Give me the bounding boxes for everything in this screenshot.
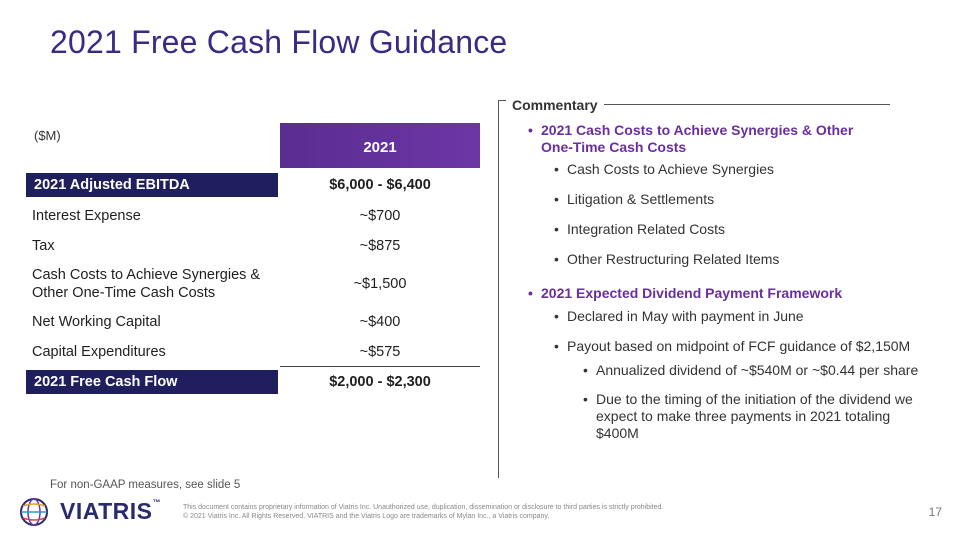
- table-row: 2021 Free Cash Flow $2,000 - $2,300: [26, 370, 480, 394]
- bullet-icon: •: [583, 391, 588, 407]
- bullet-icon: •: [554, 161, 559, 177]
- row-value: ~$1,500: [353, 276, 407, 292]
- list-item: • Litigation & Settlements: [554, 191, 715, 208]
- row-label: Net Working Capital: [32, 314, 161, 330]
- item-text: Litigation & Settlements: [567, 191, 715, 207]
- item-text: Other Restructuring Related Items: [567, 251, 780, 267]
- commentary-rule: [604, 104, 890, 105]
- brand-logo: VIATRIS™: [60, 498, 161, 525]
- brand-tm: ™: [152, 498, 162, 507]
- row-label: Tax: [32, 238, 55, 254]
- row-value: $2,000 - $2,300: [329, 374, 431, 390]
- commentary-label: Commentary: [512, 97, 598, 113]
- row-value: ~$575: [359, 344, 401, 360]
- row-label: 2021 Free Cash Flow: [34, 374, 178, 390]
- footnote: For non-GAAP measures, see slide 5: [50, 479, 241, 491]
- table-row: 2021 Adjusted EBITDA $6,000 - $6,400: [26, 173, 480, 197]
- bullet-icon: •: [554, 338, 559, 354]
- row-label: 2021 Adjusted EBITDA: [34, 177, 190, 193]
- legal-line: This document contains proprietary infor…: [183, 504, 664, 511]
- bullet-icon: •: [554, 308, 559, 324]
- viatris-globe-icon: [20, 498, 48, 526]
- bullet-icon: •: [528, 285, 533, 301]
- row-label: Cash Costs to Achieve Synergies & Other …: [32, 267, 261, 301]
- bullet-icon: •: [554, 251, 559, 267]
- year-header: 2021: [280, 123, 480, 168]
- item-text: Declared in May with payment in June: [567, 308, 804, 324]
- bullet-icon: •: [583, 362, 588, 378]
- list-subitem: • Annualized dividend of ~$540M or ~$0.4…: [583, 362, 919, 379]
- list-subitem: • Due to the timing of the initiation of…: [583, 391, 926, 442]
- list-item: • Integration Related Costs: [554, 221, 725, 238]
- row-label: Interest Expense: [32, 208, 141, 224]
- row-value: ~$700: [359, 208, 401, 224]
- item-text: Integration Related Costs: [567, 221, 725, 237]
- legal-notice: This document contains proprietary infor…: [183, 503, 683, 521]
- list-item: • Other Restructuring Related Items: [554, 251, 780, 268]
- page-number: 17: [928, 505, 942, 519]
- bullet-icon: •: [554, 221, 559, 237]
- item-text: Cash Costs to Achieve Synergies: [567, 161, 774, 177]
- heading-text: 2021 Cash Costs to Achieve Synergies & O…: [541, 122, 854, 155]
- row-label: Capital Expenditures: [32, 344, 166, 360]
- commentary-border: [498, 100, 499, 478]
- row-value: ~$875: [359, 238, 401, 254]
- commentary-heading: • 2021 Expected Dividend Payment Framewo…: [528, 285, 881, 302]
- unit-label: ($M): [34, 128, 61, 143]
- commentary-border-tick: [498, 100, 506, 101]
- heading-text: 2021 Expected Dividend Payment Framework: [541, 285, 843, 301]
- list-item: • Payout based on midpoint of FCF guidan…: [554, 338, 911, 355]
- list-item: • Cash Costs to Achieve Synergies: [554, 161, 774, 178]
- item-text: Payout based on midpoint of FCF guidance…: [567, 338, 911, 354]
- table-divider: [280, 366, 480, 367]
- row-highlight: [26, 173, 278, 197]
- list-item: • Declared in May with payment in June: [554, 308, 804, 325]
- row-value: ~$400: [359, 314, 401, 330]
- commentary-heading: • 2021 Cash Costs to Achieve Synergies &…: [528, 122, 871, 156]
- item-text: Due to the timing of the initiation of t…: [596, 391, 913, 441]
- bullet-icon: •: [554, 191, 559, 207]
- item-text: Annualized dividend of ~$540M or ~$0.44 …: [596, 362, 919, 378]
- row-value: $6,000 - $6,400: [329, 177, 431, 193]
- row-highlight: [26, 370, 278, 394]
- slide-title: 2021 Free Cash Flow Guidance: [50, 24, 508, 60]
- bullet-icon: •: [528, 122, 533, 138]
- brand-name: VIATRIS: [60, 498, 153, 524]
- legal-line: © 2021 Viatris Inc. All Rights Reserved.…: [183, 513, 550, 520]
